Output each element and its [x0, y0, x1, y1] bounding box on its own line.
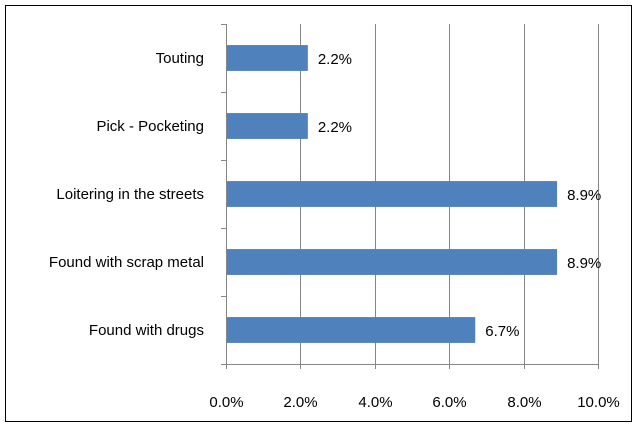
x-tick-label-4: 8.0%: [507, 394, 541, 411]
bars: [227, 45, 558, 343]
axes: [221, 24, 599, 369]
bar-4: [227, 249, 558, 275]
x-tick-label-2: 4.0%: [358, 394, 392, 411]
value-label-2: 2.2%: [318, 119, 352, 136]
chart-border: [5, 5, 632, 422]
value-label-3: 8.9%: [567, 187, 601, 204]
category-label-4: Found with scrap metal: [49, 254, 204, 271]
value-label-4: 8.9%: [567, 255, 601, 272]
category-label-5: Found with drugs: [89, 322, 204, 339]
bar-3: [227, 181, 558, 207]
bar-5: [227, 317, 476, 343]
x-tick-label-0: 0.0%: [209, 394, 243, 411]
x-tick-label-3: 6.0%: [432, 394, 466, 411]
bar-2: [227, 113, 308, 139]
category-label-3: Loitering in the streets: [56, 186, 204, 203]
value-label-5: 6.7%: [485, 323, 519, 340]
x-tick-label-1: 2.0%: [283, 394, 317, 411]
category-label-2: Pick - Pocketing: [96, 118, 204, 135]
labels: 0.0% 2.0% 4.0% 6.0% 8.0% 10.0% Touting 2.2% Pick…: [49, 50, 620, 411]
value-label-1: 2.2%: [318, 51, 352, 68]
x-tick-label-5: 10.0%: [577, 394, 620, 411]
category-label-1: Touting: [156, 50, 204, 67]
bar-1: [227, 45, 308, 71]
